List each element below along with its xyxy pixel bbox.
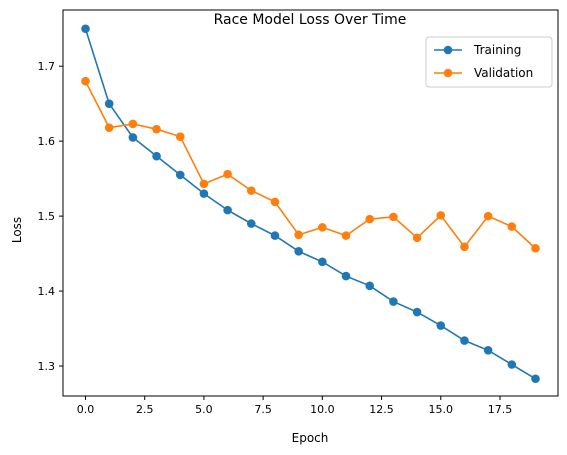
y-axis-label: Loss [10, 217, 24, 243]
validation-point [152, 124, 161, 134]
training-point [460, 336, 469, 345]
validation-point [483, 211, 493, 221]
validation-point [531, 244, 540, 253]
y-tick-label: 1.7 [38, 60, 56, 73]
validation-point [341, 231, 351, 240]
training-point [223, 205, 232, 215]
training-point [483, 345, 493, 355]
y-tick-label: 1.4 [38, 285, 56, 298]
validation-point [270, 197, 280, 207]
x-tick-label: 7.5 [254, 403, 272, 416]
x-tick-label: 0.0 [77, 403, 95, 416]
training-point [365, 281, 375, 291]
training-point [389, 297, 398, 306]
training-point [104, 99, 114, 108]
validation-point [199, 179, 209, 189]
validation-point [460, 242, 469, 252]
chart-title: Race Model Loss Over Time [214, 12, 407, 28]
x-tick-label: 5.0 [195, 403, 213, 416]
validation-point [507, 222, 517, 231]
x-tick-label: 15.0 [429, 403, 454, 416]
x-tick-label: 17.5 [488, 403, 513, 416]
validation-point [223, 169, 232, 179]
legend: Training Validation [425, 36, 553, 88]
training-point [412, 307, 422, 317]
y-tick-label: 1.6 [38, 135, 56, 148]
validation-line [84, 80, 537, 249]
legend-item-training: Training [434, 43, 521, 57]
training-point [175, 170, 185, 180]
validation-point [175, 132, 185, 141]
validation-point [365, 214, 375, 224]
validation-point [128, 119, 138, 129]
legend-marker-training [443, 45, 453, 55]
training-point [507, 360, 517, 369]
legend-label-training: Training [473, 43, 521, 57]
training-point [128, 133, 138, 142]
legend-label-validation: Validation [474, 66, 533, 80]
validation-point [318, 223, 327, 232]
validation-point [246, 186, 256, 195]
training-point [246, 219, 256, 228]
x-tick-label: 12.5 [369, 403, 394, 416]
training-point [199, 189, 209, 198]
validation-point [436, 211, 446, 220]
y-tick-label: 1.5 [38, 210, 56, 223]
x-axis-ticks: 0.0 2.5 5.0 7.5 10.0 12.5 15.0 17.5 [77, 396, 512, 416]
training-point [270, 231, 280, 240]
training-point [318, 257, 327, 267]
validation-point [104, 123, 114, 132]
plot-area [62, 9, 559, 397]
training-point [341, 271, 351, 281]
series-layer [81, 24, 540, 384]
validation-point [294, 230, 303, 240]
training-line [84, 28, 536, 380]
legend-marker-validation [443, 68, 453, 78]
series-validation [81, 76, 540, 253]
x-tick-label: 2.5 [136, 403, 154, 416]
validation-point [389, 212, 398, 222]
x-tick-label: 10.0 [310, 403, 335, 416]
series-training [81, 24, 540, 384]
training-point [81, 24, 90, 34]
x-axis-label: Epoch [292, 431, 329, 445]
training-point [294, 247, 303, 256]
training-point [152, 151, 161, 161]
y-axis-ticks: 1.3 1.4 1.5 1.6 1.7 [38, 60, 63, 373]
y-tick-label: 1.3 [38, 360, 56, 373]
training-point [436, 321, 446, 330]
legend-item-validation: Validation [434, 66, 533, 80]
training-point [531, 374, 540, 384]
validation-point [412, 233, 422, 243]
plot-frame [62, 9, 559, 397]
validation-point [81, 76, 90, 86]
